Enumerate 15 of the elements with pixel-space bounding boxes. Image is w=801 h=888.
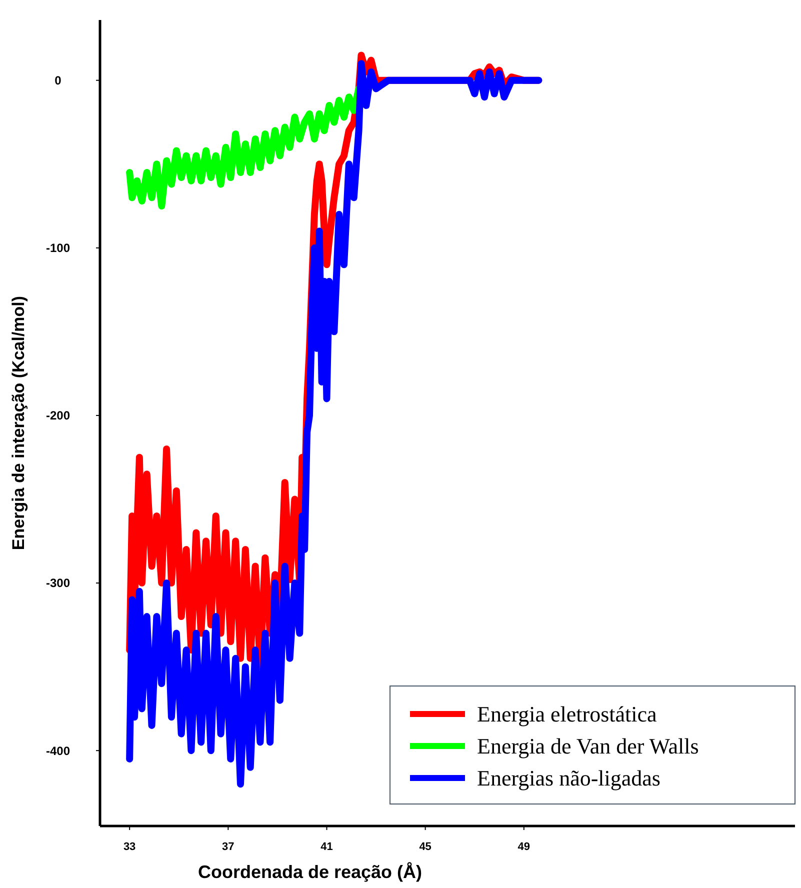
x-tick-label: 33 [123, 840, 136, 853]
y-tick-label: -200 [46, 408, 70, 423]
y-axis-title: Energia de interação (Kcal/mol) [9, 296, 28, 550]
y-tick-label: -100 [46, 241, 70, 256]
y-tick-label: -300 [46, 576, 70, 590]
x-tick-label: 37 [222, 840, 234, 853]
legend-label: Energias não-ligadas [477, 766, 660, 791]
legend-label: Energia eletrostática [477, 702, 658, 727]
x-tick-label: 45 [419, 840, 432, 853]
y-tick-label: 0 [54, 74, 62, 88]
x-axis-title: Coordenada de reação (Å) [198, 862, 422, 882]
x-tick-label: 49 [518, 840, 530, 853]
y-tick-label: -400 [46, 744, 70, 758]
x-tick-label: 41 [320, 840, 333, 853]
legend-label: Energia de Van der Walls [477, 734, 699, 759]
